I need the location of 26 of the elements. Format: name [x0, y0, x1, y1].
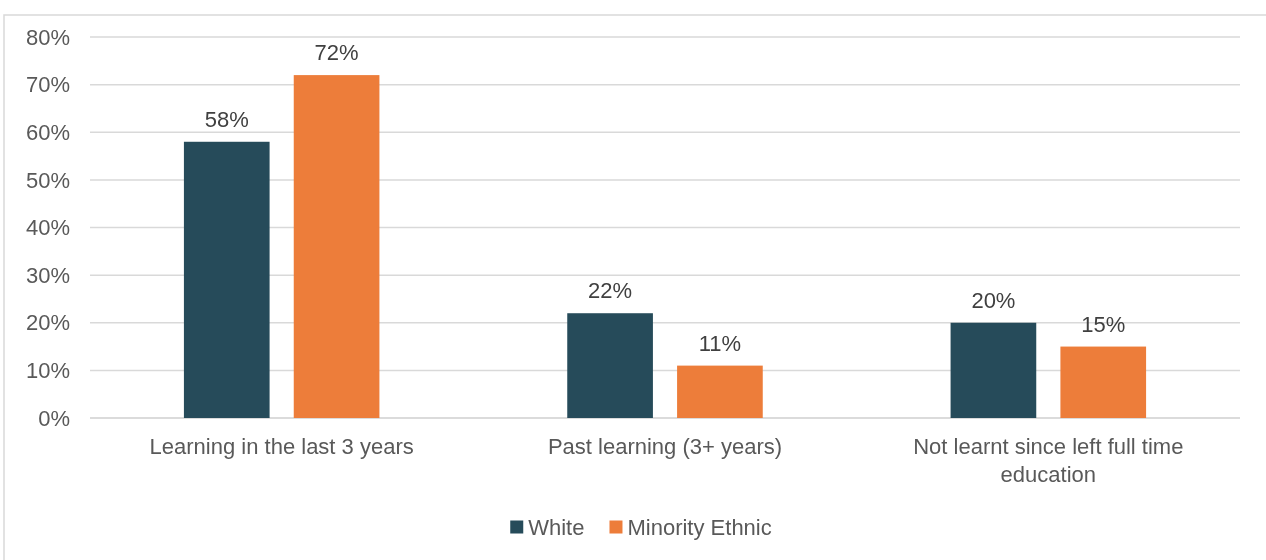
y-tick-label: 80%: [25, 24, 70, 50]
y-tick-label: 20%: [25, 310, 70, 336]
data-label: 72%: [314, 40, 359, 66]
y-tick-label: 0%: [38, 405, 70, 431]
data-label: 20%: [971, 287, 1016, 313]
bar: [677, 365, 763, 418]
bar: [1060, 346, 1147, 418]
x-tick-label: Past learning (3+ years): [547, 434, 783, 459]
data-label: 22%: [588, 278, 633, 304]
data-label: 58%: [204, 106, 249, 132]
bar: [950, 322, 1037, 418]
y-tick-label: 70%: [25, 72, 70, 98]
y-tick-label: 50%: [25, 167, 70, 193]
bar: [567, 313, 653, 418]
bar: [293, 75, 380, 418]
x-tick-label: Not learnt since left full time education: [913, 434, 1184, 487]
y-tick-label: 40%: [25, 215, 70, 241]
data-label: 11%: [698, 330, 742, 356]
y-tick-label: 10%: [25, 358, 70, 384]
y-tick-label: 60%: [25, 119, 70, 145]
y-tick-label: 30%: [25, 262, 70, 288]
x-tick-label: Learning in the last 3 years: [149, 434, 414, 459]
bar: [183, 141, 270, 418]
legend-label: Minority Ethnic: [627, 514, 772, 540]
legend-label: White: [528, 514, 585, 540]
data-label: 15%: [1081, 311, 1126, 337]
